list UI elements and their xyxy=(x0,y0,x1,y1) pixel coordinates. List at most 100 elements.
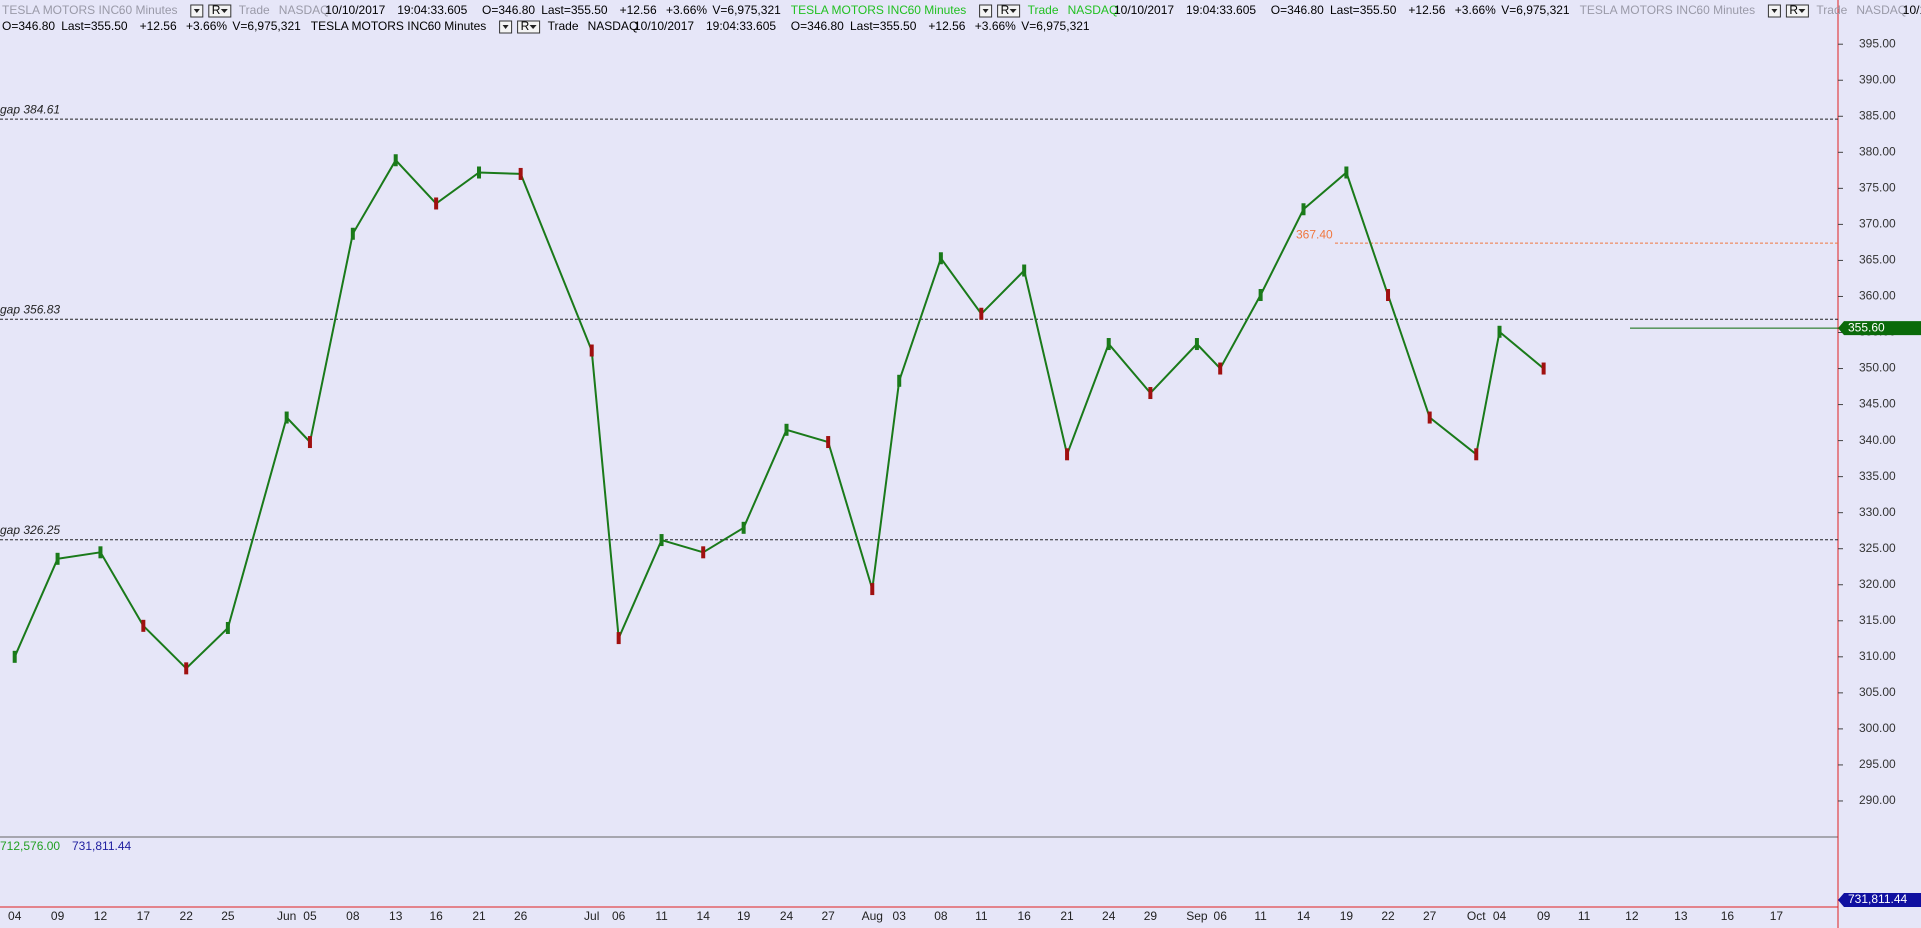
y-tick-label: 310.00 xyxy=(1859,649,1896,663)
x-tick-label: 19 xyxy=(737,909,751,923)
price-bar xyxy=(784,423,789,436)
header-text: V=6,975,321 xyxy=(1021,19,1090,33)
header-text: NASDAQ xyxy=(1068,3,1119,17)
r-button-label: R xyxy=(521,19,530,33)
header-text: 60 Minutes xyxy=(428,19,487,33)
header-text: +12.56 xyxy=(620,3,657,17)
y-tick-label: 395.00 xyxy=(1859,36,1896,50)
volume-marker-label: 731,811.44 xyxy=(1848,892,1907,906)
header-text: 10/10/2017 xyxy=(325,3,385,17)
header-text: +12.56 xyxy=(1408,3,1445,17)
x-tick-label: Sep xyxy=(1186,909,1208,923)
x-tick-label: 09 xyxy=(51,909,65,923)
header-text: V=6,975,321 xyxy=(232,19,301,33)
price-bar xyxy=(897,374,902,387)
y-tick-label: 330.00 xyxy=(1859,505,1896,519)
header-text: O=346.80 xyxy=(482,3,535,17)
r-button-arrow xyxy=(220,9,228,13)
header-text: 60 Minutes xyxy=(1696,3,1755,17)
price-bar xyxy=(979,307,984,320)
price-bar xyxy=(284,411,289,424)
header-text: +3.66% xyxy=(975,19,1016,33)
price-bar xyxy=(518,167,523,180)
volume-label: 712,576.00 xyxy=(0,839,60,853)
y-tick-label: 300.00 xyxy=(1859,721,1896,735)
y-tick-label: 350.00 xyxy=(1859,361,1896,375)
price-bar xyxy=(1427,411,1432,424)
price-bar xyxy=(741,521,746,534)
price-bar xyxy=(477,166,482,179)
price-bar xyxy=(1301,203,1306,216)
price-bar xyxy=(1258,289,1263,302)
header-text: NASDAQ xyxy=(1856,3,1907,17)
x-tick-label: 29 xyxy=(1144,909,1158,923)
header-text: Last=355.50 xyxy=(61,19,128,33)
header-text: 19:04:33.605 xyxy=(706,19,776,33)
x-tick-label: 24 xyxy=(1102,909,1116,923)
x-tick-label: 11 xyxy=(655,909,668,923)
price-bar xyxy=(659,534,664,547)
y-tick-label: 290.00 xyxy=(1859,793,1896,807)
price-bar xyxy=(701,546,706,559)
header-text: 19:04:33.605 xyxy=(1186,3,1256,17)
r-button[interactable] xyxy=(1785,4,1809,18)
header-text: NASDAQ xyxy=(588,19,639,33)
x-tick-label: 22 xyxy=(1381,909,1395,923)
x-tick-label: 03 xyxy=(893,909,907,923)
x-tick-label: 11 xyxy=(1254,909,1267,923)
dropdown-arrow xyxy=(982,9,989,13)
x-tick-label: 11 xyxy=(975,909,988,923)
header-text: V=6,975,321 xyxy=(1501,3,1570,17)
y-tick-label: 335.00 xyxy=(1859,469,1896,483)
x-tick-label: Jun xyxy=(277,909,296,923)
header-text: TESLA MOTORS INC. xyxy=(791,3,911,17)
price-line xyxy=(13,158,1545,670)
header-text: TESLA MOTORS INC. xyxy=(1580,3,1700,17)
price-bar xyxy=(307,436,312,449)
y-tick-label: 365.00 xyxy=(1859,253,1896,267)
r-button-label: R xyxy=(212,3,221,17)
x-tick-label: 12 xyxy=(1625,909,1639,923)
x-tick-label: 27 xyxy=(1423,909,1437,923)
x-tick-label: 09 xyxy=(1537,909,1551,923)
price-bar xyxy=(141,619,146,632)
header-text: Trade xyxy=(1816,3,1847,17)
header-text: 19:04:33.605 xyxy=(397,3,467,17)
header-text: 10/10/2017 xyxy=(1903,3,1921,17)
r-button-arrow xyxy=(1009,9,1017,13)
header-text: 60 Minutes xyxy=(908,3,967,17)
price-bar xyxy=(98,546,103,559)
price-bar xyxy=(1497,325,1502,338)
header-text: Trade xyxy=(239,3,270,17)
price-bar xyxy=(1474,448,1479,461)
r-button[interactable] xyxy=(997,4,1021,18)
r-button[interactable] xyxy=(517,20,541,34)
price-bar xyxy=(589,344,594,357)
x-tick-label: 24 xyxy=(780,909,794,923)
header-text: O=346.80 xyxy=(2,19,55,33)
x-tick-label: 21 xyxy=(1060,909,1074,923)
header-text: Last=355.50 xyxy=(850,19,917,33)
price-bar xyxy=(826,436,831,449)
x-tick-label: 05 xyxy=(303,909,317,923)
y-tick-label: 380.00 xyxy=(1859,144,1896,158)
y-tick-label: 345.00 xyxy=(1859,397,1896,411)
x-tick-label: 16 xyxy=(429,909,443,923)
header-text: O=346.80 xyxy=(1271,3,1324,17)
header-text: Last=355.50 xyxy=(1330,3,1397,17)
header-text: +12.56 xyxy=(928,19,965,33)
r-button[interactable] xyxy=(208,4,232,18)
x-tick-label: 14 xyxy=(697,909,711,923)
x-tick-label: 16 xyxy=(1721,909,1735,923)
x-tick-label: 12 xyxy=(94,909,108,923)
dropdown-arrow xyxy=(193,9,200,13)
x-tick-label: Oct xyxy=(1467,909,1486,923)
volume-label: 731,811.44 xyxy=(72,839,131,853)
header-text: TESLA MOTORS INC. xyxy=(311,19,431,33)
price-bar xyxy=(1022,264,1027,277)
header-text: Last=355.50 xyxy=(541,3,608,17)
x-tick-label: Jul xyxy=(584,909,599,923)
dropdown-arrow xyxy=(1771,9,1778,13)
x-tick-label: 21 xyxy=(472,909,486,923)
last-price-tag xyxy=(1838,321,1921,336)
